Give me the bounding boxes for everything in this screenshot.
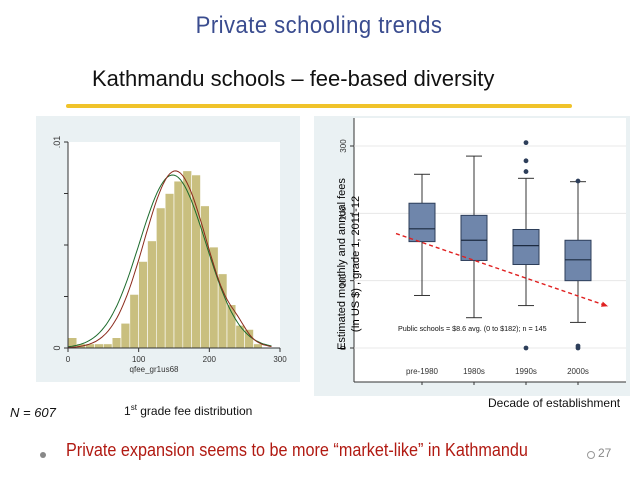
outlier-point: [523, 158, 529, 164]
x-tick-label: 0: [66, 355, 71, 364]
x-tick-label: 1980s: [463, 367, 485, 376]
y-label-line2: (In US $) , grade 1, 2011-12: [350, 195, 362, 333]
box: [460, 214, 488, 261]
histogram-bar: [209, 246, 219, 349]
y-tick-label: 200: [339, 206, 348, 220]
histogram-bar: [94, 343, 104, 349]
x-tick-label: pre-1980: [406, 367, 439, 376]
x-tick-label: 300: [273, 355, 287, 364]
slide-title: Private schooling trends: [195, 12, 443, 39]
sample-size-label: N = 607: [10, 405, 56, 420]
grade-label-text: grade fee distribution: [136, 404, 253, 418]
x-tick-label: 200: [203, 355, 217, 364]
trend-arrowhead-icon: [601, 301, 608, 307]
boxplot-y-axis-label: Estimated monthly and annual fees (In US…: [335, 149, 363, 379]
outlier-point: [523, 169, 529, 174]
grade-label-sup: st: [130, 403, 137, 412]
histogram-chart: 0 .01 0 100 200 300 qfee_gr1us68: [52, 136, 287, 374]
outlier-point: [523, 140, 529, 146]
x-axis-label: qfee_gr1us68: [130, 365, 179, 374]
histogram-bar: [147, 240, 157, 349]
histogram-bar: [129, 294, 139, 349]
kernel-density-curve: [67, 170, 272, 348]
histogram-bar: [164, 193, 175, 349]
x-tick-label: 1990s: [515, 367, 537, 376]
histogram-bar: [156, 207, 166, 349]
grade-fee-label: 1st grade fee distribution: [124, 403, 252, 418]
accent-rule: [66, 104, 572, 108]
footer-statement: Private expansion seems to be more “mark…: [66, 440, 528, 460]
page-number: 27: [598, 446, 612, 460]
histogram-bar: [111, 337, 122, 349]
x-tick-label: 2000s: [567, 367, 589, 376]
histogram-bar: [173, 180, 184, 349]
x-tick-label: 100: [132, 355, 146, 364]
box: [408, 202, 436, 243]
boxplot-panel: 0 100 200 300 pre-1980 1980s 1990s 2000s Public …: [314, 116, 630, 396]
histogram-bar: [253, 343, 263, 349]
page-number-circle-icon: [587, 451, 595, 459]
normal-density-curve: [67, 174, 272, 348]
histogram-panel: 0 .01 0 100 200 300 qfee_gr1us68: [36, 116, 300, 382]
histogram-bar: [191, 174, 201, 349]
public-schools-annotation: Public schools = $8.6 avg. (0 to $182); …: [398, 324, 547, 333]
boxplot-chart: 0 100 200 300 pre-1980 1980s 1990s 2000s Public …: [339, 118, 626, 385]
footer-bullet-icon: [40, 452, 46, 458]
decade-axis-label: Decade of establishment: [488, 396, 621, 410]
outlier-point: [575, 178, 581, 184]
outlier-point: [523, 345, 529, 351]
y-tick-label: 0: [52, 345, 62, 350]
y-tick-label: .01: [52, 136, 62, 149]
y-label-line1: Estimated monthly and annual fees: [336, 178, 348, 350]
trend-line: [395, 232, 609, 307]
y-tick-label: 0: [339, 345, 348, 350]
box: [512, 228, 540, 266]
box: [564, 239, 592, 282]
histogram-bar: [103, 343, 113, 349]
histogram-bar: [138, 261, 148, 349]
outlier-point: [575, 343, 581, 349]
grade-label-num: 1: [124, 404, 131, 418]
y-tick-label: 300: [339, 139, 348, 153]
y-tick-label: 100: [339, 273, 348, 287]
histogram-bar: [200, 205, 210, 349]
slide-subtitle: Kathmandu schools – fee-based diversity: [92, 66, 495, 91]
histogram-bar: [235, 325, 245, 349]
histogram-bar: [120, 322, 131, 349]
